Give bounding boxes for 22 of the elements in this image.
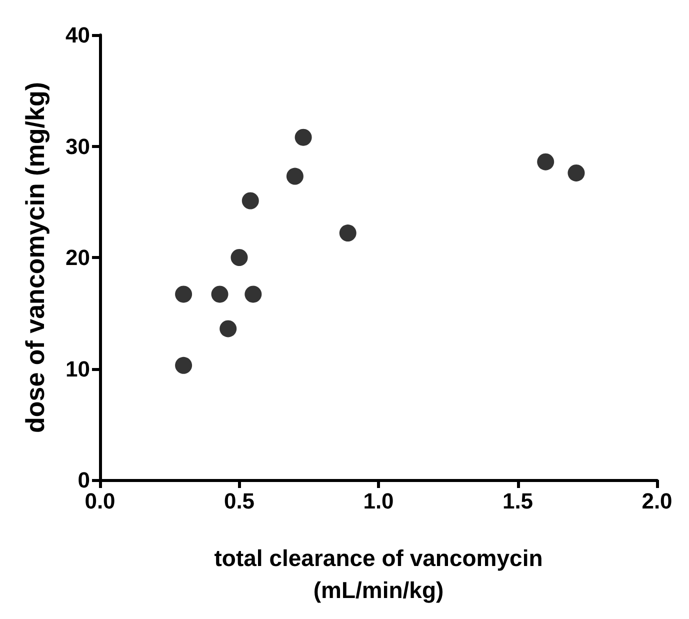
- y-tick-label: 40: [66, 22, 90, 48]
- point: [220, 320, 237, 338]
- point: [230, 249, 248, 266]
- point: [294, 128, 312, 146]
- point: [537, 153, 554, 170]
- point: [175, 356, 192, 374]
- x-tick-label: 1.0: [363, 488, 394, 514]
- y-axis-title: dose of vancomycin (mg/kg): [20, 82, 50, 434]
- point: [211, 286, 228, 303]
- x-tick-label: 0.5: [224, 488, 255, 514]
- y-tick-label: 10: [66, 356, 90, 382]
- point: [339, 224, 356, 242]
- point: [242, 192, 259, 210]
- x-tick-label: 2.0: [642, 488, 672, 514]
- y-tick-label: 30: [66, 134, 90, 159]
- y-tick-label: 20: [66, 245, 90, 270]
- point: [568, 164, 585, 182]
- x-axis-title: total clearance of vancomycin (mL/min/kg): [214, 545, 543, 603]
- point: [244, 286, 262, 303]
- point: [286, 168, 304, 185]
- point: [175, 286, 192, 303]
- x-tick-label: 1.5: [502, 488, 534, 514]
